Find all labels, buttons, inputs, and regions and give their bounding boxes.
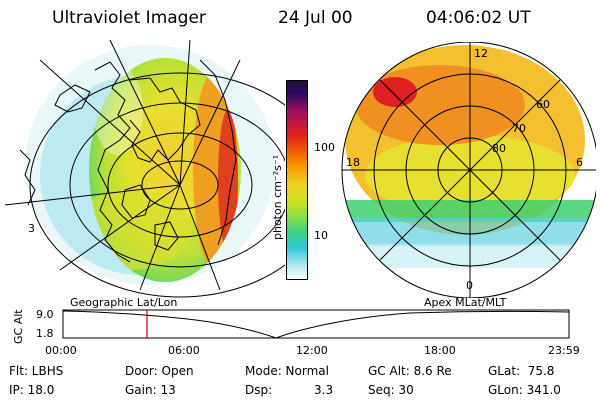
mlt-12-label: 12	[474, 47, 488, 60]
xtick-0600: 06:00	[168, 344, 200, 357]
glon-label: GLon: 341.0	[488, 383, 561, 397]
xtick-1200: 12:00	[296, 344, 328, 357]
altitude-ytick-top: 9.0	[36, 308, 54, 321]
color-scale-bar	[286, 80, 308, 280]
lat-60-label: 60	[536, 98, 550, 111]
flt-label: Flt: LBHS	[9, 364, 64, 378]
xtick-0000: 00:00	[45, 344, 77, 357]
time-label: 04:06:02 UT	[426, 8, 531, 28]
mlt-0-label: 0	[466, 279, 473, 292]
seq-label: Seq: 30	[368, 383, 414, 397]
mode-label: Mode: Normal	[245, 364, 329, 378]
gc-alt-label: GC Alt: 8.6 Re	[368, 364, 452, 378]
glat-label: GLat: 75.8	[488, 364, 555, 378]
colorbar-unit-label: photon cm⁻²s⁻¹	[271, 154, 284, 240]
door-label: Door: Open	[125, 364, 194, 378]
colorbar-tick-100: 100	[314, 141, 335, 154]
dsp-value: 3.3	[314, 383, 334, 397]
altitude-plot	[62, 309, 570, 339]
altitude-ytick-bottom: 1.8	[36, 327, 54, 340]
altitude-ylabel: GC Alt	[12, 309, 25, 344]
geographic-caption: Geographic Lat/Lon	[70, 296, 178, 309]
lat-80-label: 80	[492, 142, 506, 155]
instrument-title: Ultraviolet Imager	[52, 8, 206, 28]
lat-70-label: 70	[512, 122, 526, 135]
colorbar-tick-10: 10	[314, 229, 328, 242]
gain-label: Gain: 13	[125, 383, 176, 397]
ip-label: IP: 18.0	[9, 383, 55, 397]
left-edge-mark: 3	[28, 222, 35, 235]
mlt-18-label: 18	[346, 156, 360, 169]
apex-caption: Apex MLat/MLT	[424, 296, 507, 309]
geographic-image	[4, 39, 285, 298]
date-label: 24 Jul 00	[278, 8, 353, 28]
xtick-1800: 18:00	[424, 344, 456, 357]
dsp-label: Dsp:	[245, 383, 273, 397]
apex-polar-image	[341, 42, 596, 298]
mlt-6-label: 6	[576, 156, 583, 169]
xtick-2359: 23:59	[548, 344, 580, 357]
